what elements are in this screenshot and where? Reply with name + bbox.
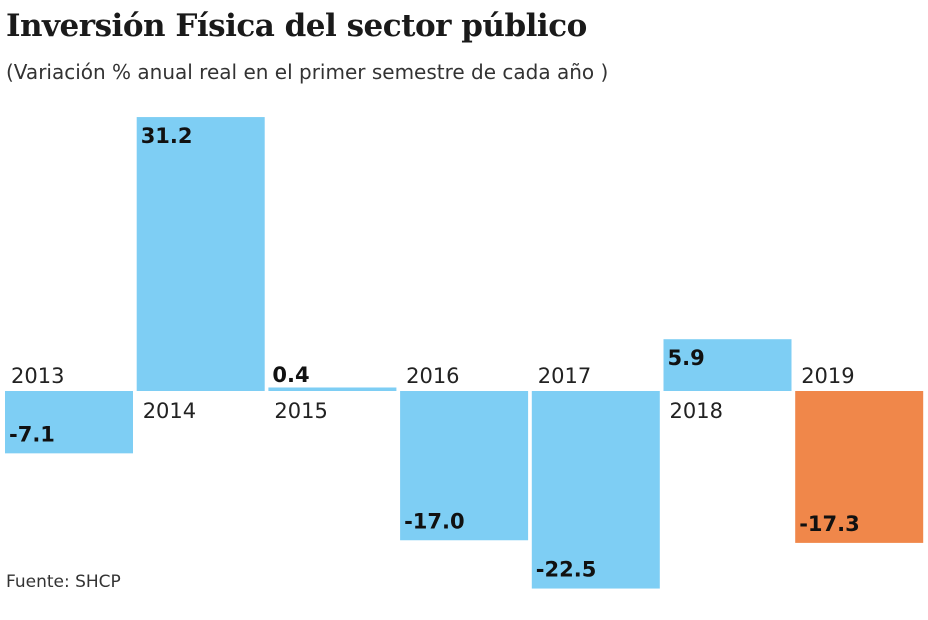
chart-subtitle: (Variación % anual real en el primer sem… [6,60,609,84]
year-label: 2015 [274,399,327,423]
year-label: 2019 [801,364,854,388]
value-label: -22.5 [536,558,597,582]
value-label: 31.2 [141,124,193,148]
bar-2013 [5,391,133,454]
chart-title: Inversión Física del sector público [6,8,587,44]
bar-2018 [663,339,792,391]
year-label: 2017 [538,364,591,388]
value-label: 0.4 [272,363,309,387]
year-label: 2016 [406,364,459,388]
value-label: -17.3 [799,512,860,536]
year-label: 2018 [670,399,723,423]
bar-2015 [268,387,397,391]
bar-2017 [531,391,660,589]
value-label: -17.0 [404,509,465,533]
value-label: -7.1 [9,422,55,446]
value-label: 5.9 [668,346,705,370]
year-label: 2014 [143,399,196,423]
bar-2016 [400,391,529,541]
bar-2014 [136,117,265,392]
year-label: 2013 [11,364,64,388]
source-note: Fuente: SHCP [6,572,121,592]
bar-2019 [795,391,924,543]
